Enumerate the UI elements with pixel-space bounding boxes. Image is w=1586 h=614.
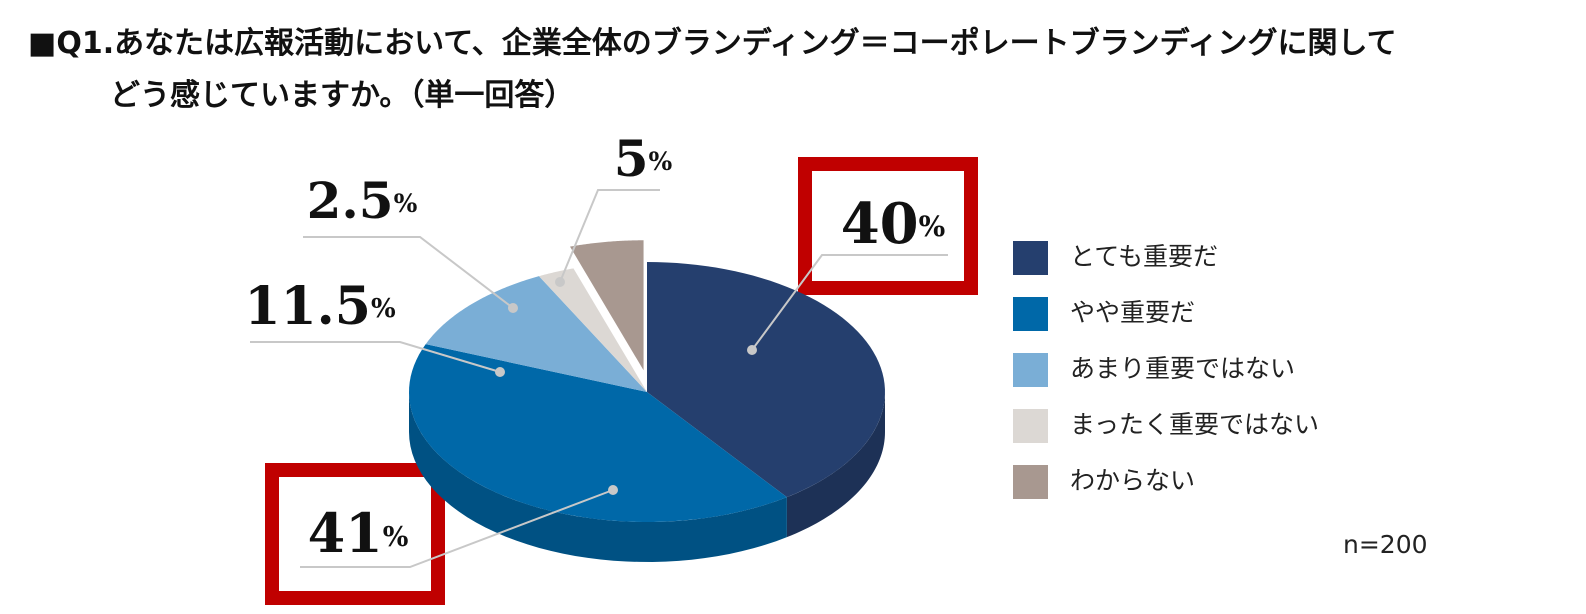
legend-label: まったく重要ではない (1070, 410, 1319, 439)
value-label: 41% (308, 501, 409, 565)
leader-line (559, 189, 660, 283)
pie-tops (409, 240, 885, 522)
value-label: 5% (614, 129, 673, 188)
leader-line (250, 341, 501, 373)
legend-swatch (1013, 409, 1048, 443)
legend-swatch (1013, 241, 1048, 275)
highlight-box (265, 463, 445, 605)
legend-swatch (1013, 353, 1048, 387)
value-label: 2.5% (307, 171, 418, 230)
leader-line (303, 236, 514, 309)
legend-label: やや重要だ (1070, 298, 1195, 327)
pie-slice (538, 268, 647, 392)
sample-size: n=200 (1343, 530, 1428, 559)
leader-line (751, 254, 948, 351)
legend-swatch (1013, 297, 1048, 331)
pie-slice (647, 262, 885, 498)
chart-title: ■Q1.あなたは広報活動において、企業全体のブランディング＝コーポレートブランデ… (28, 26, 1397, 113)
pie-slice (425, 276, 647, 392)
leader-dot (495, 367, 505, 377)
legend-label: あまり重要ではない (1070, 354, 1295, 383)
leader-dot (608, 485, 618, 495)
leader-dot (508, 303, 518, 313)
value-label: 11.5% (244, 276, 396, 337)
leader-line (300, 489, 614, 568)
pie-side (409, 392, 787, 562)
legend-label: わからない (1070, 466, 1195, 495)
legend-label: とても重要だ (1070, 242, 1218, 271)
pie-sides (409, 392, 885, 562)
highlight-box (798, 157, 978, 295)
pie-slice (409, 344, 787, 522)
leader-dot (555, 277, 565, 287)
pie-slice (570, 240, 644, 371)
legend-swatch (1013, 465, 1048, 499)
leader-dot (747, 345, 757, 355)
pie-side (786, 392, 885, 538)
value-label: 40% (841, 191, 946, 257)
